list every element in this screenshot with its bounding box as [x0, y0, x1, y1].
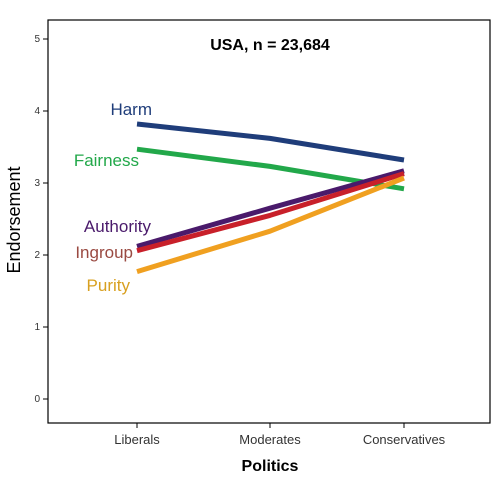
y-tick-label: 4 [34, 106, 40, 117]
x-tick-label: Liberals [114, 432, 160, 447]
series-label-ingroup: Ingroup [75, 243, 133, 262]
chart-title: USA, n = 23,684 [210, 37, 330, 54]
series-label-fairness: Fairness [74, 151, 139, 170]
x-axis-title: Politics [242, 458, 299, 475]
y-tick-label: 3 [34, 178, 40, 189]
series-label-harm: Harm [110, 100, 152, 119]
y-axis-title: Endorsement [4, 166, 24, 273]
y-tick-label: 2 [34, 250, 40, 261]
series-labels: Harm Fairness Authority Ingroup Purity [74, 100, 152, 295]
y-tick-label: 1 [34, 322, 40, 333]
y-tick-label: 5 [34, 34, 40, 45]
series-line-ingroup [136, 171, 405, 254]
x-tick-label: Moderates [239, 432, 301, 447]
series-label-authority: Authority [84, 217, 152, 236]
series-line-purity [136, 175, 405, 274]
series-label-purity: Purity [87, 276, 131, 295]
x-axis: Liberals Moderates Conservatives [114, 423, 446, 447]
plot-area-border [47, 19, 491, 424]
y-axis: 0 1 2 3 4 5 [34, 34, 48, 405]
series-line-authority [136, 168, 405, 249]
series-lines [136, 121, 405, 274]
series-line-harm [136, 121, 405, 163]
y-tick-label: 0 [34, 394, 40, 405]
x-tick-label: Conservatives [363, 432, 446, 447]
